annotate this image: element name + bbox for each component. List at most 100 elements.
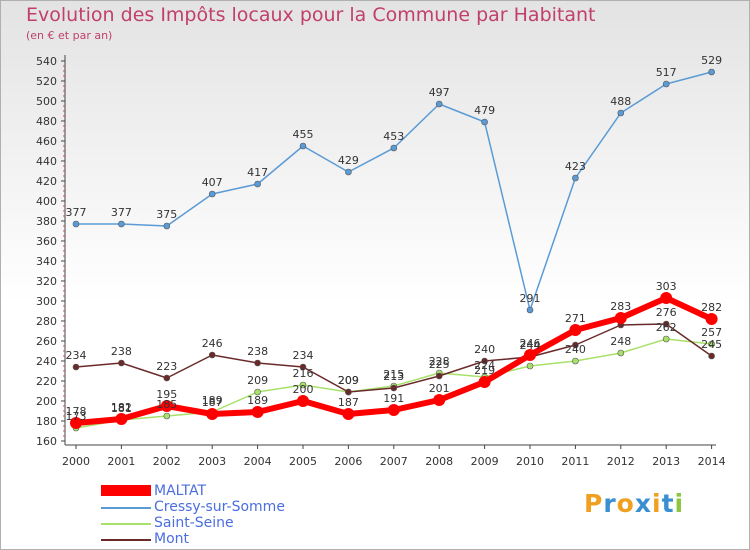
x-tick-label: 2002 [153, 455, 181, 468]
x-tick-label: 2008 [425, 455, 453, 468]
logo-letter: i [652, 489, 662, 518]
data-label-saint-seine: 240 [565, 343, 586, 356]
legend-label-mont: Mont [154, 531, 190, 547]
data-label-cressy-sur-somme: 455 [293, 128, 314, 141]
data-point-maltat [251, 406, 264, 418]
data-point-cressy-sur-somme [662, 80, 670, 88]
data-label-saint-seine: 216 [293, 367, 314, 380]
data-point-cressy-sur-somme [118, 220, 125, 228]
data-point-cressy-sur-somme [572, 174, 579, 182]
y-tick-label: 380 [36, 215, 57, 228]
data-point-mont [572, 341, 579, 349]
y-tick-label: 420 [36, 175, 57, 188]
y-tick-label: 320 [36, 275, 57, 288]
data-point-saint-seine [617, 349, 625, 357]
x-tick-label: 2011 [561, 455, 589, 468]
x-tick-label: 2005 [289, 455, 317, 468]
x-tick-label: 2010 [516, 455, 544, 468]
data-point-saint-seine [299, 381, 307, 389]
y-tick-label: 480 [36, 115, 57, 128]
data-label-cressy-sur-somme: 497 [429, 86, 450, 99]
data-label-maltat: 187 [202, 396, 223, 409]
data-label-maltat: 271 [565, 312, 586, 325]
data-point-cressy-sur-somme [163, 222, 171, 230]
data-label-saint-seine: 189 [202, 394, 223, 407]
y-tick-label: 200 [36, 395, 57, 408]
x-tick-label: 2009 [471, 455, 499, 468]
data-label-mont: 238 [111, 345, 132, 358]
data-label-cressy-sur-somme: 417 [247, 166, 268, 179]
data-point-mont [390, 384, 398, 392]
data-point-cressy-sur-somme [345, 168, 352, 176]
y-tick-label: 520 [36, 75, 57, 88]
data-point-maltat [342, 408, 355, 420]
data-point-maltat [569, 324, 582, 336]
y-tick-label: 220 [36, 375, 57, 388]
y-tick-label: 180 [36, 415, 57, 428]
data-label-saint-seine: 181 [111, 402, 132, 415]
data-point-cressy-sur-somme [617, 109, 625, 117]
data-point-maltat [206, 408, 219, 420]
data-label-maltat: 246 [520, 337, 541, 350]
data-point-mont [163, 374, 171, 382]
data-point-maltat [297, 395, 309, 407]
data-point-maltat [160, 400, 173, 412]
data-label-mont: 209 [338, 374, 359, 387]
data-point-cressy-sur-somme [390, 144, 398, 152]
logo-letter: i [674, 489, 685, 518]
logo-letter: r [603, 489, 617, 518]
data-point-cressy-sur-somme [481, 118, 488, 126]
data-label-cressy-sur-somme: 375 [156, 208, 177, 221]
x-tick-label: 2004 [244, 455, 272, 468]
data-label-cressy-sur-somme: 517 [656, 66, 677, 79]
data-label-mont: 223 [156, 360, 177, 373]
data-label-mont: 246 [202, 337, 223, 350]
data-point-mont [254, 359, 261, 367]
data-label-maltat: 303 [656, 280, 677, 293]
data-label-saint-seine: 262 [656, 321, 677, 334]
data-label-cressy-sur-somme: 529 [701, 54, 722, 67]
data-point-maltat [660, 292, 673, 304]
data-point-saint-seine [572, 357, 579, 365]
logo-letter: t [661, 489, 675, 518]
legend-label-cressy: Cressy-sur-Somme [154, 499, 285, 515]
data-point-mont [662, 320, 670, 328]
chart-title: Evolution des Impôts locaux pour la Comm… [26, 4, 596, 26]
data-point-cressy-sur-somme [208, 190, 216, 198]
y-tick-label: 440 [36, 155, 57, 168]
legend-swatch-saint-seine [101, 523, 151, 525]
data-label-saint-seine: 173 [66, 410, 87, 423]
data-label-mont: 213 [383, 370, 404, 383]
data-label-saint-seine: 209 [338, 374, 359, 387]
data-label-cressy-sur-somme: 291 [520, 292, 541, 305]
legend-swatch-maltat [101, 485, 151, 496]
data-label-cressy-sur-somme: 488 [610, 95, 631, 108]
data-point-saint-seine [526, 362, 534, 370]
data-label-mont: 244 [520, 339, 541, 352]
data-label-maltat: 191 [383, 392, 404, 405]
data-point-saint-seine [163, 412, 171, 420]
data-label-cressy-sur-somme: 453 [383, 130, 404, 143]
data-label-maltat: 283 [610, 300, 631, 313]
data-point-maltat [433, 394, 446, 406]
legend-label-maltat: MALTAT [154, 483, 207, 499]
data-point-mont [299, 363, 307, 371]
logo-letter: x [634, 489, 652, 518]
y-tick-label: 160 [36, 435, 57, 448]
data-point-mont [435, 372, 443, 380]
logo-letter: o [616, 489, 635, 518]
data-label-saint-seine: 257 [701, 326, 722, 339]
data-point-maltat [614, 312, 627, 324]
data-label-cressy-sur-somme: 479 [474, 104, 495, 117]
x-tick-label: 2007 [380, 455, 408, 468]
data-label-saint-seine: 209 [247, 374, 268, 387]
logo-letter: P [584, 489, 604, 518]
x-tick-label: 2001 [107, 455, 135, 468]
data-point-maltat [70, 417, 82, 429]
data-label-saint-seine: 248 [610, 335, 631, 348]
data-label-mont: 234 [66, 349, 87, 362]
data-point-cressy-sur-somme [708, 68, 715, 76]
legend-swatch-cressy [101, 507, 151, 509]
data-label-mont: 234 [293, 349, 314, 362]
